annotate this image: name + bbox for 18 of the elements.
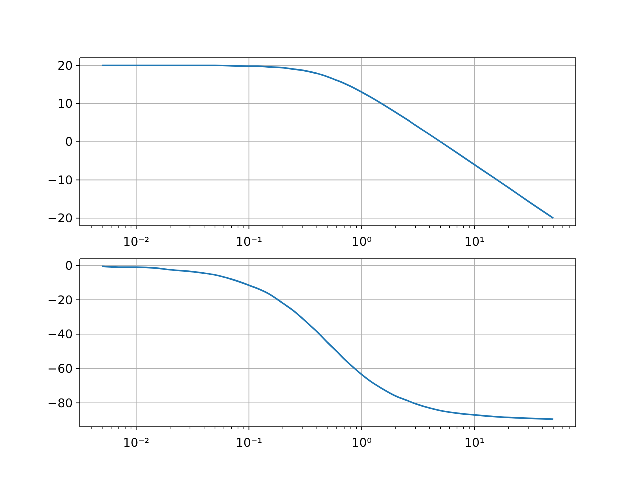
x-tick-label: 10⁻¹ [236,436,263,450]
y-tick-label: 0 [65,259,73,274]
x-tick-label: 10⁰ [352,234,372,249]
y-tick-label: −60 [48,362,73,376]
x-tick-label: 10⁻² [123,234,150,249]
y-tick-label: −10 [48,172,73,187]
y-tick-label: −80 [48,396,73,411]
y-tick-label: 0 [65,134,73,149]
y-tick-label: 20 [58,58,73,72]
x-tick-label: 10⁻¹ [236,234,263,249]
x-tick-label: 10⁻² [123,436,150,450]
x-tick-label: 10¹ [464,436,485,450]
x-tick-label: 10¹ [464,234,485,249]
y-tick-label: −40 [48,328,73,342]
y-tick-label: −20 [48,293,73,308]
y-tick-label: −20 [48,211,73,226]
x-tick-label: 10⁰ [352,436,372,450]
y-tick-label: 10 [58,96,73,111]
